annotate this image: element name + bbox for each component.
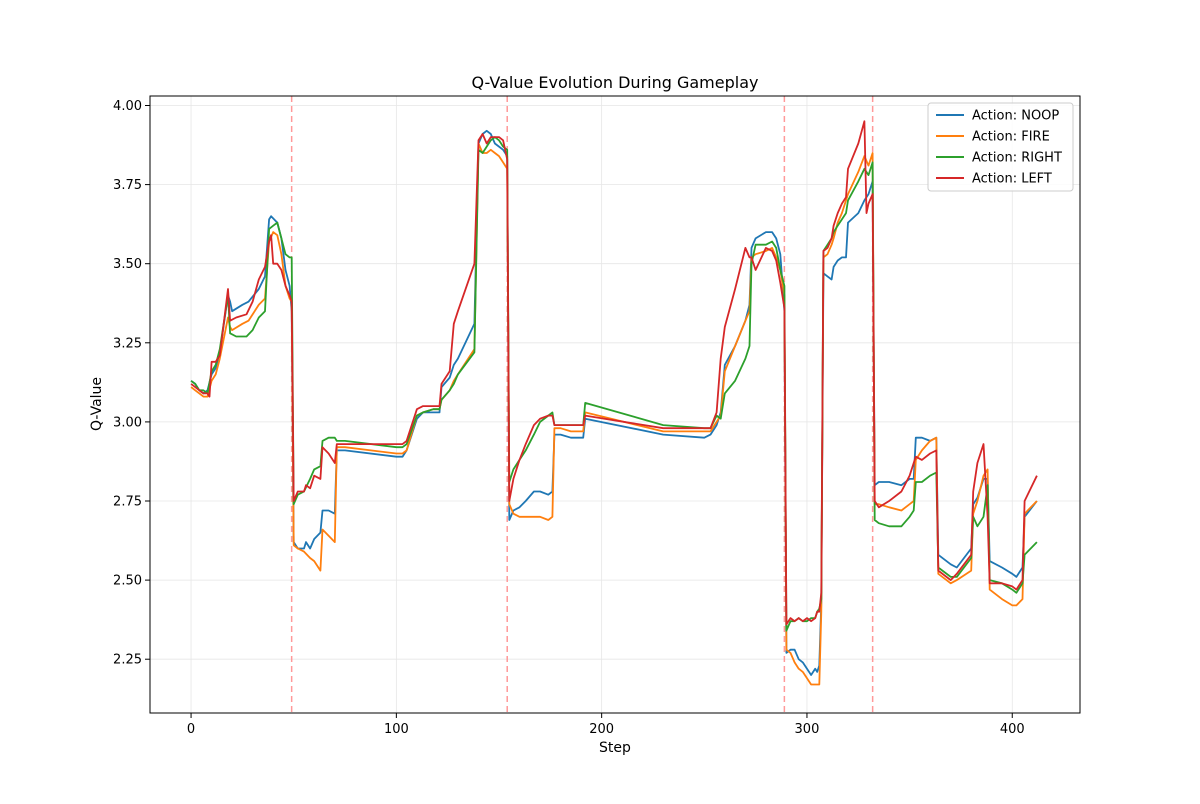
- plot-frame: [149, 95, 1081, 714]
- chart-title: Q-Value Evolution During Gameplay: [472, 73, 759, 92]
- legend-label: Action: NOOP: [972, 109, 1059, 124]
- y-tick-label: 3.50: [113, 257, 142, 272]
- legend-label: Action: LEFT: [972, 172, 1052, 187]
- grid: [150, 96, 1080, 713]
- series-lines: [190, 120, 1038, 686]
- legend: Action: NOOP Action: FIRE Action: RIGHT Act…: [927, 102, 1074, 192]
- legend-label: Action: RIGHT: [972, 151, 1062, 166]
- y-tick-label: 3.75: [113, 178, 142, 193]
- y-tick-label: 3.00: [113, 415, 142, 430]
- legend-box: [927, 102, 1074, 192]
- x-tick-label: 400: [1000, 722, 1025, 737]
- y-tick-label: 2.50: [113, 574, 142, 589]
- y-tick-label: 4.00: [113, 99, 142, 114]
- y-tick-label: 2.75: [113, 495, 142, 510]
- x-tick-label: 200: [589, 722, 614, 737]
- legend-label: Action: FIRE: [972, 130, 1050, 145]
- y-tick-label: 3.25: [113, 336, 142, 351]
- y-axis-label: Q-Value: [89, 377, 105, 431]
- x-tick-label: 0: [187, 722, 195, 737]
- x-tick-label: 300: [795, 722, 820, 737]
- x-axis-label: Step: [599, 740, 631, 756]
- series-line-left: [190, 120, 1038, 626]
- axis-ticks: 0 100 200 300 400 2.25 2.50 2.75 3.00 3.25 3.50 3.7…: [113, 99, 1025, 737]
- x-tick-label: 100: [384, 722, 409, 737]
- y-tick-label: 2.25: [113, 653, 142, 668]
